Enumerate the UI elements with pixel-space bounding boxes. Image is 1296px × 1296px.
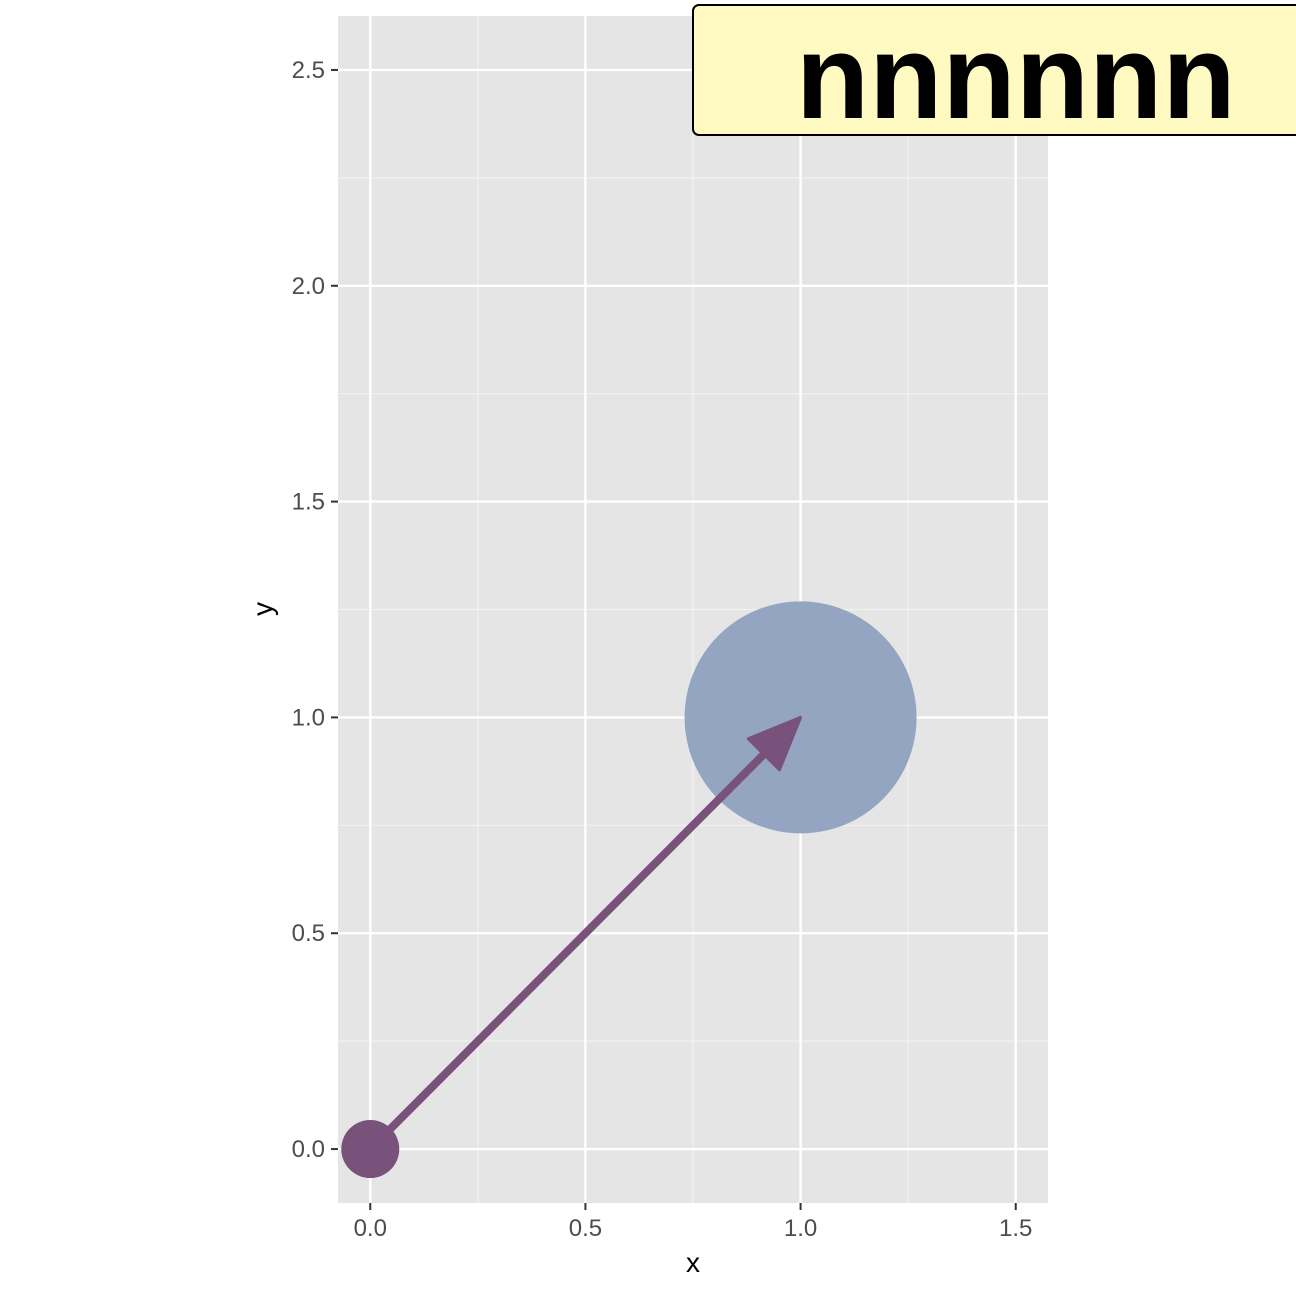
y-tick-label: 1.0 [292, 704, 325, 731]
minor-grid [338, 16, 1048, 1203]
y-tick-label: 2.0 [292, 273, 325, 300]
y-tick-label: 0.0 [292, 1136, 325, 1163]
y-axis: 0.0 0.5 1.0 1.5 2.0 2.5 [292, 57, 338, 1163]
y-tick-label: 0.5 [292, 920, 325, 947]
x-tick-label: 0.5 [569, 1215, 602, 1242]
data-point-small [341, 1120, 400, 1179]
y-tick-label: 1.5 [292, 489, 325, 516]
x-tick-label: 1.5 [999, 1215, 1032, 1242]
chart-marks [341, 601, 917, 1179]
label-box-text: nnnnnn [796, 10, 1236, 144]
x-tick-label: 0.0 [354, 1215, 387, 1242]
arrow-head [746, 715, 803, 772]
y-tick-label: 2.5 [292, 57, 325, 84]
arrow-segment [367, 747, 771, 1152]
y-axis-title: y [247, 602, 278, 616]
annotations: nnnnnn [692, 4, 1296, 144]
x-axis-title: x [686, 1247, 700, 1278]
x-tick-label: 1.0 [784, 1215, 817, 1242]
x-axis: 0.0 0.5 1.0 1.5 [354, 1203, 1032, 1242]
label-box [692, 4, 1296, 136]
